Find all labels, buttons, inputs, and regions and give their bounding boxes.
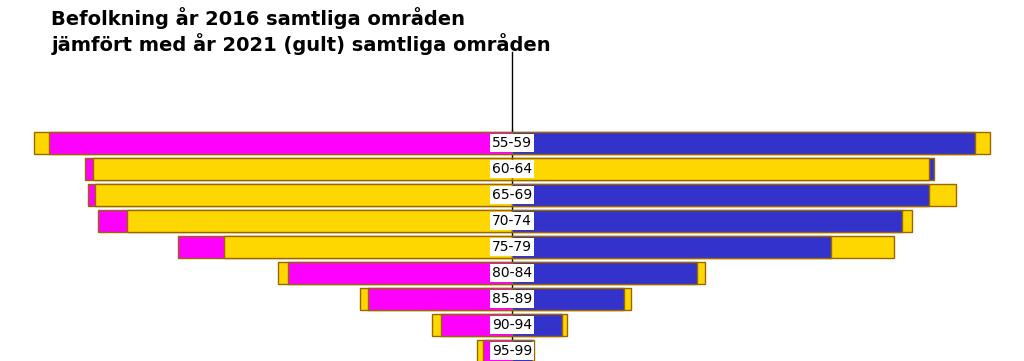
Bar (512, 158, 934, 180)
Bar (512, 158, 929, 180)
Bar (224, 236, 512, 258)
Bar (512, 236, 894, 258)
Bar (512, 236, 831, 258)
Bar (88, 184, 512, 206)
Text: 70-74: 70-74 (493, 214, 531, 228)
Text: Befolkning år 2016 samtliga områden
jämfört med år 2021 (gult) samtliga områden: Befolkning år 2016 samtliga områden jämf… (51, 7, 551, 55)
Bar (288, 262, 512, 284)
Text: 60-64: 60-64 (492, 162, 532, 176)
Bar (512, 132, 975, 154)
Bar (512, 210, 902, 232)
Text: 85-89: 85-89 (492, 292, 532, 306)
Bar (512, 314, 567, 336)
Bar (359, 288, 512, 310)
Bar (278, 262, 512, 284)
Bar (512, 340, 531, 361)
Bar (512, 184, 929, 206)
Text: 65-69: 65-69 (492, 188, 532, 202)
Bar (512, 262, 697, 284)
Bar (85, 158, 512, 180)
Text: 95-99: 95-99 (492, 344, 532, 358)
Bar (97, 210, 512, 232)
Text: 55-59: 55-59 (492, 136, 532, 150)
Text: 80-84: 80-84 (492, 266, 532, 280)
Bar (512, 288, 625, 310)
Bar (49, 132, 512, 154)
Bar (441, 314, 512, 336)
Bar (431, 314, 512, 336)
Bar (95, 184, 512, 206)
Bar (476, 340, 512, 361)
Bar (178, 236, 512, 258)
Bar (482, 340, 512, 361)
Bar (369, 288, 512, 310)
Bar (127, 210, 512, 232)
Bar (512, 288, 632, 310)
Text: 75-79: 75-79 (492, 240, 532, 254)
Bar (512, 340, 535, 361)
Bar (92, 158, 512, 180)
Bar (512, 184, 955, 206)
Bar (512, 262, 705, 284)
Text: 90-94: 90-94 (492, 318, 532, 332)
Bar (512, 314, 562, 336)
Bar (512, 132, 990, 154)
Bar (512, 210, 911, 232)
Bar (34, 132, 512, 154)
